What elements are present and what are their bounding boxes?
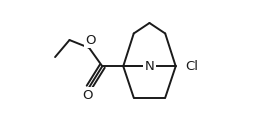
- Text: O: O: [85, 34, 96, 47]
- Text: Cl: Cl: [185, 60, 198, 73]
- Text: N: N: [145, 60, 154, 73]
- Text: O: O: [82, 89, 93, 102]
